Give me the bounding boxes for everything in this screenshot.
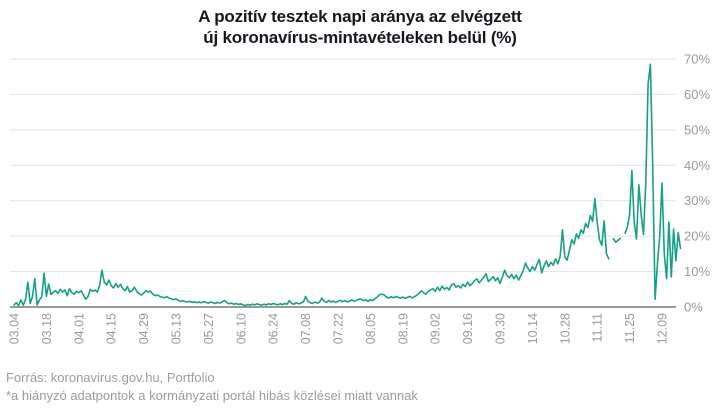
x-tick-label: 09.30 [494, 313, 508, 344]
x-tick-label: 12.09 [656, 313, 670, 344]
x-tick-label: 05.13 [170, 313, 184, 344]
x-tick-label: 11.11 [591, 313, 605, 342]
y-tick-label: 10% [684, 264, 710, 279]
y-tick-label: 20% [684, 229, 710, 244]
x-tick-label: 03.18 [40, 313, 54, 344]
positivity-rate-line [13, 63, 682, 307]
x-tick-label: 04.29 [137, 313, 151, 344]
y-tick-label: 70% [684, 52, 710, 67]
x-tick-label: 11.25 [623, 313, 637, 343]
y-tick-label: 60% [684, 87, 710, 102]
missing-data-footnote: *a hiányzó adatpontok a kormányzati port… [6, 388, 418, 403]
y-tick-label: 50% [684, 122, 710, 137]
source-note: Forrás: koronavirus.gov.hu, Portfolio [6, 370, 215, 385]
x-tick-label: 05.27 [202, 313, 216, 344]
x-tick-label: 09.02 [429, 313, 443, 344]
x-tick-label: 09.16 [461, 313, 475, 344]
chart-title-line1: A pozitív tesztek napi aránya az elvégze… [198, 7, 522, 26]
y-tick-label: 40% [684, 158, 710, 173]
x-tick-label: 04.01 [72, 313, 86, 344]
x-tick-label: 04.15 [105, 313, 119, 344]
chart-title: A pozitív tesztek napi aránya az elvégze… [0, 6, 720, 48]
x-tick-label: 10.14 [526, 313, 540, 344]
y-tick-label: 0% [684, 300, 703, 315]
x-tick-label: 07.22 [332, 313, 346, 344]
x-tick-label: 08.05 [364, 313, 378, 344]
x-tick-label: 08.19 [396, 313, 410, 344]
x-tick-label: 03.04 [8, 313, 22, 344]
x-tick-label: 07.08 [299, 313, 313, 344]
y-tick-label: 30% [684, 193, 710, 208]
x-tick-label: 10.28 [558, 313, 572, 344]
x-tick-label: 06.10 [234, 313, 248, 344]
x-tick-label: 06.24 [267, 313, 281, 344]
chart-title-line2: új koronavírus-mintavételeken belül (%) [203, 28, 517, 47]
